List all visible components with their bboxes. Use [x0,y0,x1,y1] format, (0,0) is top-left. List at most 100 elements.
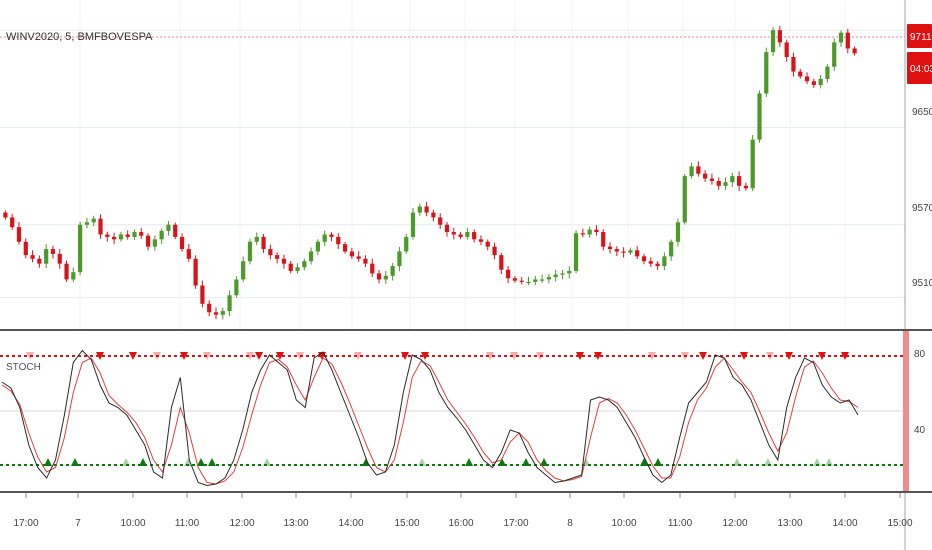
candle-body [580,233,585,235]
candle-body [78,224,83,273]
signal-markers [26,352,849,466]
sell-signal-marker [246,352,254,360]
price-tick-label: 95700 [912,203,932,214]
candle-body [757,93,762,140]
buy-signal-marker [44,458,52,466]
candle-body [845,32,850,49]
candle-body [268,249,273,256]
candle-body [750,139,755,189]
time-tick-label: 15:00 [887,518,912,529]
candle-body [723,182,728,186]
candle-body [533,279,538,282]
sell-signal-marker [401,352,409,360]
candle-body [349,251,354,257]
candle-body [329,234,334,237]
candle-body [424,206,429,213]
candle-body [404,236,409,252]
candle-body [798,71,803,77]
price-pane[interactable]: WINV2020, 5, BMFBOVESPA [0,0,905,330]
buy-signal-marker [733,458,741,466]
time-tick-label: 14:00 [832,518,857,529]
buy-signal-marker [71,458,79,466]
candle-body [709,178,715,181]
stoch-pane[interactable]: STOCH 80 40 [0,331,926,491]
time-tick-label: 12:00 [722,518,747,529]
candle-body [743,185,749,189]
candle-body [560,273,565,275]
candle-body [220,311,225,315]
candle-body [118,234,123,240]
candle-body [410,212,416,237]
time-tick-label: 17:00 [503,518,528,529]
last-price-badge [907,24,932,48]
candle-body [342,244,348,252]
stoch-axis-highlight [903,331,909,491]
candle-body [635,250,640,257]
buy-signal-marker [640,458,648,466]
candle-body [84,222,90,225]
candle-body [472,232,477,240]
candle-body [64,263,69,280]
candle-body [648,261,653,264]
candle-body [784,42,789,57]
candle-body [506,269,511,279]
candle-body [825,66,830,79]
time-axis[interactable]: 17:00 7 10:00 11:00 12:00 13:00 14:00 15:00 16:0… [13,493,913,529]
candle-body [417,206,422,213]
candle-body [213,312,219,315]
candle-body [288,263,293,271]
candle-body [499,255,504,270]
buy-signal-marker [498,458,506,466]
stoch-tick-label: 40 [914,425,926,436]
candle-body [764,52,769,94]
candle-body [247,241,253,262]
candle-body [431,212,436,218]
candle-body [614,249,619,252]
candle-body [71,272,76,280]
candle-body [91,218,96,223]
buy-signal-marker [197,458,205,466]
buy-signal-marker [540,458,548,466]
candle-body [539,279,545,281]
buy-signal-marker [813,458,821,466]
candle-body [458,234,463,237]
candle-body [111,236,117,240]
buy-signal-marker [465,458,473,466]
candle-body [376,273,382,280]
candle-body [553,274,558,278]
time-tick-label: 16:00 [448,518,473,529]
candle-body [628,250,633,253]
sell-signal-marker [180,352,188,360]
candle-body [370,263,375,274]
candle-body [478,239,484,242]
buy-signal-marker [208,458,216,466]
sell-signal-marker [699,352,707,360]
candle-body [601,232,606,247]
candle-body [179,236,185,250]
candle-body [356,256,361,259]
candle-body [227,295,232,312]
sell-signal-marker [486,352,494,360]
candle-body [682,176,687,223]
candle-body [125,234,130,237]
candle-body [587,229,592,235]
sell-signal-marker [766,352,774,360]
candle-body [336,236,341,245]
sell-signal-marker [129,352,137,360]
candle-body [770,30,776,53]
sell-signal-marker [255,352,263,360]
candle-body [730,176,735,183]
candle-body [173,224,178,237]
candle-body [309,251,314,262]
candle-body [193,258,198,286]
candle-body [295,267,300,271]
sell-signal-marker [510,352,518,360]
candle-body [383,275,388,280]
buy-signal-marker [825,458,833,466]
countdown-badge [907,52,932,84]
time-tick-label: 7 [75,518,81,529]
candle-body [275,255,280,259]
